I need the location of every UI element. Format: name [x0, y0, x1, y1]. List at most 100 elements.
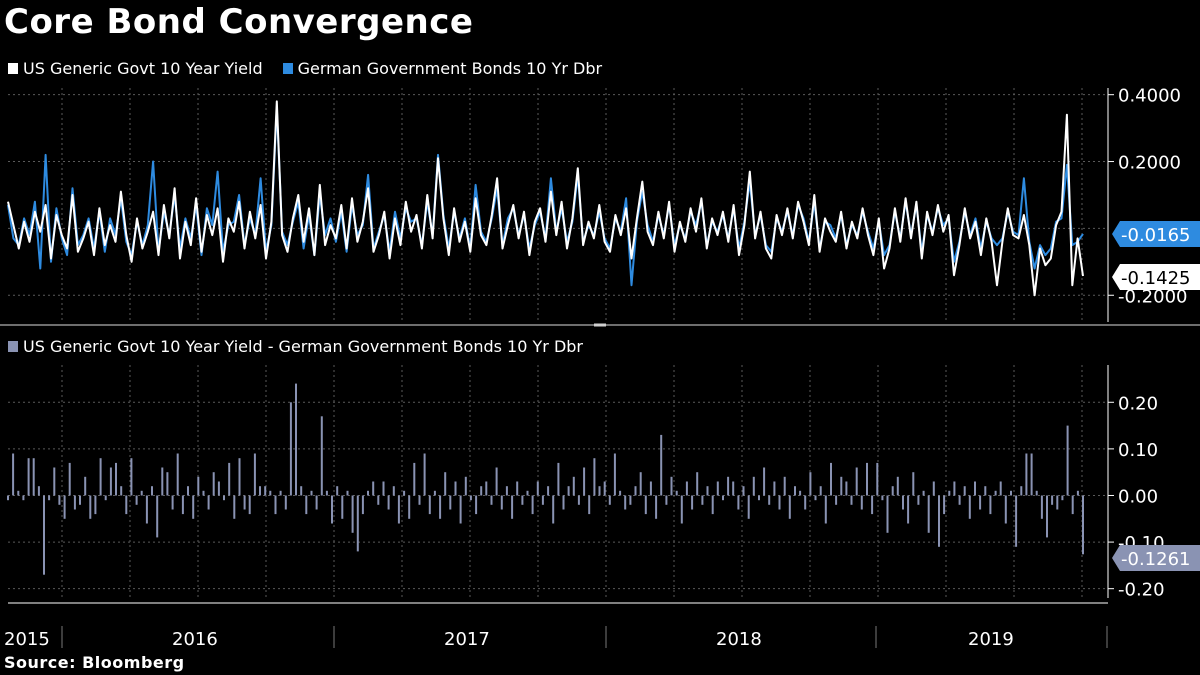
- spread-bar: [737, 495, 740, 510]
- spread-bar: [140, 490, 143, 496]
- spread-bar: [732, 481, 735, 496]
- spread-bar: [722, 495, 724, 501]
- spread-bar: [758, 495, 760, 501]
- last-value-de-label: -0.0165: [1121, 225, 1190, 246]
- spread-bar: [207, 495, 210, 510]
- spread-bar: [372, 481, 375, 496]
- legend-swatch-us: [8, 63, 18, 74]
- spread-bar: [778, 495, 781, 510]
- spread-bar: [115, 462, 117, 496]
- spread-bar: [212, 472, 215, 496]
- spread-bar: [202, 490, 205, 496]
- spread-bar: [305, 495, 308, 515]
- spread-bar: [1035, 490, 1038, 496]
- spread-bar: [1056, 495, 1059, 510]
- spread-bar: [562, 495, 565, 510]
- spread-bar: [495, 467, 498, 496]
- chart-title: Core Bond Convergence: [4, 2, 474, 42]
- last-value-us-label: -0.1425: [1121, 268, 1190, 289]
- spread-bar: [161, 467, 164, 496]
- spread-bar: [644, 495, 647, 515]
- spread-bar: [634, 486, 637, 496]
- last-value-spread-bg: [1112, 545, 1200, 571]
- spread-bar: [902, 495, 904, 510]
- last-value-de-bg: [1112, 221, 1200, 247]
- spread-bar: [860, 495, 863, 510]
- spread-bar: [577, 495, 580, 505]
- spread-bar: [351, 495, 354, 533]
- spread-bar: [1046, 495, 1048, 538]
- spread-bar: [325, 490, 328, 496]
- spread-bar: [896, 476, 899, 496]
- spread-bar: [408, 495, 411, 519]
- spread-bar: [979, 495, 982, 510]
- spread-bar: [696, 472, 699, 496]
- legend-label-de: German Government Bonds 10 Yr Dbr: [297, 59, 603, 78]
- spread-bar: [665, 495, 668, 505]
- spread-bar: [886, 495, 889, 533]
- spread-bar: [423, 453, 426, 496]
- spread-bar: [891, 486, 894, 496]
- spread-bar: [449, 495, 452, 510]
- spread-bar: [675, 490, 678, 496]
- top-ytick-label: 0.2000: [1118, 153, 1181, 174]
- top-ytick-label: 0.4000: [1118, 86, 1181, 107]
- spread-bar: [310, 490, 313, 496]
- spread-bar: [454, 481, 457, 496]
- spread-bar: [768, 495, 771, 505]
- spread-bar: [377, 495, 380, 505]
- spread-bar: [53, 467, 56, 496]
- spread-bar: [752, 476, 755, 496]
- spread-bar: [238, 458, 241, 496]
- spread-bar: [490, 495, 493, 505]
- spread-bar: [603, 481, 606, 496]
- spread-bar: [336, 486, 339, 496]
- spread-bar: [711, 495, 714, 515]
- spread-bar: [742, 486, 745, 496]
- spread-bar: [1010, 490, 1012, 496]
- legend-item-spread[interactable]: US Generic Govt 10 Year Yield - German G…: [8, 337, 583, 356]
- spread-bar: [783, 476, 786, 496]
- bottom-ytick-label: 0.00: [1118, 486, 1158, 507]
- spread-bar: [37, 486, 40, 496]
- bottom-legend: US Generic Govt 10 Year Yield - German G…: [8, 337, 597, 356]
- spread-bar: [289, 402, 292, 496]
- spread-bar: [331, 495, 333, 524]
- spread-bar: [464, 476, 467, 496]
- spread-bar: [727, 476, 730, 496]
- spread-bar: [109, 467, 112, 496]
- spread-bar: [824, 495, 827, 524]
- spread-bar: [747, 495, 750, 519]
- spread-bar: [27, 458, 30, 496]
- spread-bar: [7, 495, 9, 501]
- spread-bar: [876, 462, 879, 496]
- spread-bar: [922, 490, 925, 496]
- spread-bar: [619, 490, 622, 496]
- spread-bar: [639, 472, 642, 496]
- spread-bar: [300, 486, 303, 496]
- spread-bar: [1076, 490, 1079, 496]
- spread-bar: [608, 495, 611, 505]
- spread-bar: [1025, 453, 1028, 496]
- spread-bar: [243, 495, 246, 510]
- spread-bar: [418, 495, 421, 505]
- spread-bar: [413, 462, 416, 496]
- spread-bar: [346, 490, 349, 496]
- spread-bar: [840, 476, 843, 496]
- spread-bar: [763, 467, 766, 496]
- spread-bar: [932, 481, 935, 496]
- bottom-ytick-label: 0.10: [1118, 440, 1158, 461]
- spread-bar: [269, 490, 272, 496]
- legend-item-de[interactable]: German Government Bonds 10 Yr Dbr: [282, 59, 603, 78]
- spread-bar: [521, 495, 524, 505]
- spread-bar: [500, 495, 503, 510]
- spread-bar: [315, 495, 318, 510]
- spread-bar: [233, 495, 236, 519]
- spread-bar: [624, 495, 627, 510]
- top-legend: US Generic Govt 10 Year Yield German Gov…: [8, 59, 616, 78]
- spread-bar: [428, 495, 431, 515]
- legend-item-us[interactable]: US Generic Govt 10 Year Yield: [8, 59, 263, 78]
- spread-bar: [84, 476, 87, 496]
- spread-bar: [541, 495, 544, 505]
- spread-bar: [444, 472, 447, 496]
